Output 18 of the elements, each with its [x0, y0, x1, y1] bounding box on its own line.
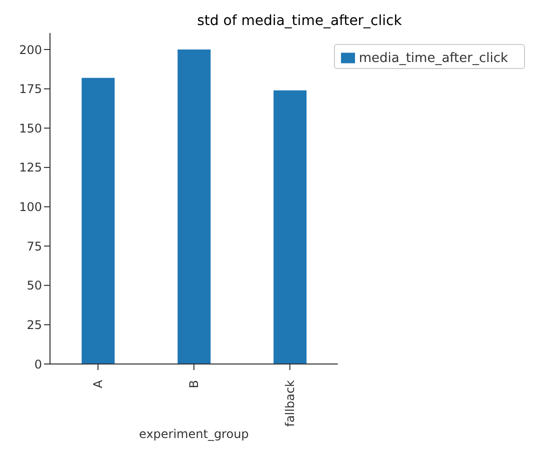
legend-label: media_time_after_click — [358, 51, 508, 66]
y-tick-label: 175 — [19, 82, 42, 96]
y-tick-label: 25 — [26, 318, 42, 332]
x-axis-title: experiment_group — [139, 427, 249, 441]
y-tick-label: 100 — [19, 200, 42, 214]
bar — [82, 78, 115, 364]
y-tick-label: 50 — [26, 278, 42, 293]
bar — [274, 90, 307, 364]
x-tick-label: A — [90, 379, 105, 388]
y-tick-label: 125 — [19, 160, 42, 175]
y-tick-label: 200 — [19, 42, 42, 57]
bar — [178, 50, 211, 364]
y-tick-label: 150 — [19, 121, 42, 136]
chart-title: std of media_time_after_click — [196, 13, 403, 29]
x-tick-label: B — [186, 380, 201, 388]
x-tick-label: fallback — [282, 380, 297, 427]
y-tick-label: 0 — [34, 357, 42, 372]
y-tick-label: 75 — [26, 239, 42, 254]
